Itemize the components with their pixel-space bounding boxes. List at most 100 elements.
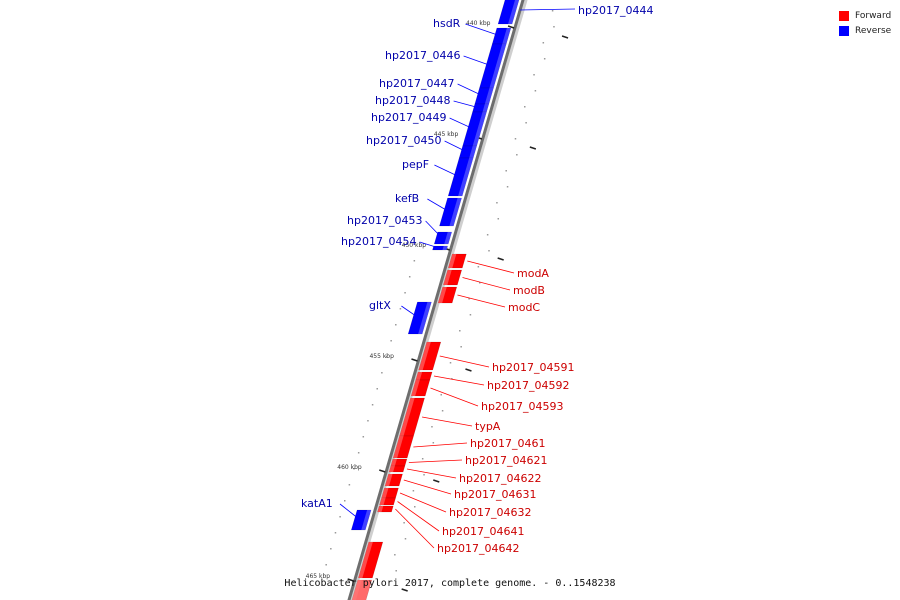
leader-line (397, 501, 440, 532)
grid-dot (514, 138, 517, 140)
label-hp2017_0453[interactable]: hp2017_0453 (347, 214, 422, 227)
grid-dot (395, 324, 397, 326)
label-hp2017_0450[interactable]: hp2017_0450 (366, 134, 441, 147)
label-modA[interactable]: modA (517, 267, 549, 280)
grid-dot (390, 340, 392, 342)
grid-dot (477, 266, 480, 268)
leader-line (419, 241, 440, 249)
gene-hp2017_0450-shade (469, 146, 477, 158)
leader-line (463, 55, 492, 67)
label-hp2017_0448[interactable]: hp2017_0448 (375, 94, 450, 107)
gene-hp2017_0454-shade (442, 246, 448, 250)
grid-dot (330, 548, 332, 550)
gene-hp2017_04642-shade (377, 506, 384, 512)
tick-label: 455 kbp (369, 353, 394, 360)
leader-line (401, 305, 420, 319)
leader-line (403, 479, 452, 495)
grid-dot (451, 378, 453, 380)
label-hp2017_04631[interactable]: hp2017_04631 (454, 488, 536, 501)
grid-dot (362, 436, 365, 438)
label-hp2017_0447[interactable]: hp2017_0447 (379, 77, 454, 90)
tick-mark (401, 588, 408, 592)
grid-dot (449, 362, 452, 364)
tick-label: 440 kbp (466, 20, 491, 27)
grid-dot (367, 420, 369, 422)
label-hp2017_04593[interactable]: hp2017_04593 (481, 400, 563, 413)
grid-dot (497, 218, 500, 220)
label-hp2017_0461[interactable]: hp2017_0461 (470, 437, 545, 450)
grid-dot (421, 458, 424, 460)
leader-line (339, 503, 361, 521)
leader-line (425, 220, 443, 239)
gene-hp2017_04621-shade (390, 459, 397, 466)
label-typA[interactable]: typA (475, 420, 501, 433)
gene-hp2017_04641-shade (379, 498, 386, 505)
leader-line (421, 416, 473, 427)
label-hp2017_0449[interactable]: hp2017_0449 (371, 111, 446, 124)
grid-dot (394, 554, 396, 556)
gene-hp2017_04622-shade (389, 466, 395, 472)
tick-mark (497, 257, 504, 261)
grid-dot (533, 74, 535, 76)
grid-dot (441, 410, 444, 412)
label-kefB[interactable]: kefB (395, 192, 419, 205)
gene-hp2017_0446-shade (489, 44, 507, 88)
legend-reverse[interactable]: Reverse (839, 23, 891, 38)
leader-line (406, 468, 457, 479)
tick-label: 445 kbp (434, 131, 459, 138)
label-hp2017_04592[interactable]: hp2017_04592 (487, 379, 569, 392)
tick-mark (433, 479, 440, 483)
leader-line (399, 492, 447, 513)
grid-dot (516, 154, 518, 156)
leader-line (413, 442, 468, 448)
gene-gltX-shade (418, 302, 432, 334)
tick-mark (347, 578, 354, 582)
gene-hp2017_04592-shade (415, 372, 423, 380)
axis-line (347, 0, 525, 600)
grid-dot (505, 170, 507, 172)
label-hp2017_0446[interactable]: hp2017_0446 (385, 49, 460, 62)
gene-modC-shade (438, 287, 447, 303)
label-hp2017_04621[interactable]: hp2017_04621 (465, 454, 547, 467)
grid-dot (525, 122, 527, 124)
grid-dot (423, 474, 425, 476)
gene-partial-shade (358, 542, 373, 578)
leader-line (434, 164, 460, 178)
legend-reverse-label: Reverse (855, 25, 892, 36)
label-katA1[interactable]: katA1 (301, 497, 333, 510)
leader-line (457, 294, 506, 308)
label-hp2017_0444[interactable]: hp2017_0444 (578, 4, 653, 17)
leader-line (430, 387, 479, 407)
label-hp2017_04622[interactable]: hp2017_04622 (459, 472, 541, 485)
tick-label: 465 kbp (306, 573, 331, 580)
tick-label: 460 kbp (337, 464, 362, 471)
label-modC[interactable]: modC (508, 301, 540, 314)
legend-forward[interactable]: Forward (839, 8, 891, 23)
leader-line (408, 459, 463, 463)
label-modB[interactable]: modB (513, 284, 545, 297)
gene-hp2017_04632-shade (381, 488, 389, 498)
gene-modA-shade (448, 254, 457, 268)
leader-line (427, 198, 450, 213)
label-hsdR[interactable]: hsdR (433, 17, 461, 30)
grid-dot (413, 260, 416, 262)
gene-hp2017_0449-shade (472, 112, 487, 146)
gene-hp2017_0448-shade (482, 104, 489, 112)
tick-label: 450 kbp (402, 242, 427, 249)
label-hp2017_04591[interactable]: hp2017_04591 (492, 361, 574, 374)
grid-dot (408, 276, 411, 278)
grid-dot (344, 500, 346, 502)
label-hp2017_0454[interactable]: hp2017_0454 (341, 235, 416, 248)
tick-mark (507, 25, 515, 29)
label-hp2017_04632[interactable]: hp2017_04632 (449, 506, 531, 519)
label-hp2017_04641[interactable]: hp2017_04641 (442, 525, 524, 538)
grid-dot (431, 426, 433, 428)
gene-modB-shade (443, 270, 452, 285)
label-hp2017_04642[interactable]: hp2017_04642 (437, 542, 519, 555)
gene-typA-shade (399, 398, 415, 436)
grid-dot (353, 468, 355, 470)
label-pepF[interactable]: pepF (402, 158, 429, 171)
label-gltX[interactable]: gltX (369, 299, 391, 312)
gene-hp2017_0453-shade (444, 232, 452, 244)
